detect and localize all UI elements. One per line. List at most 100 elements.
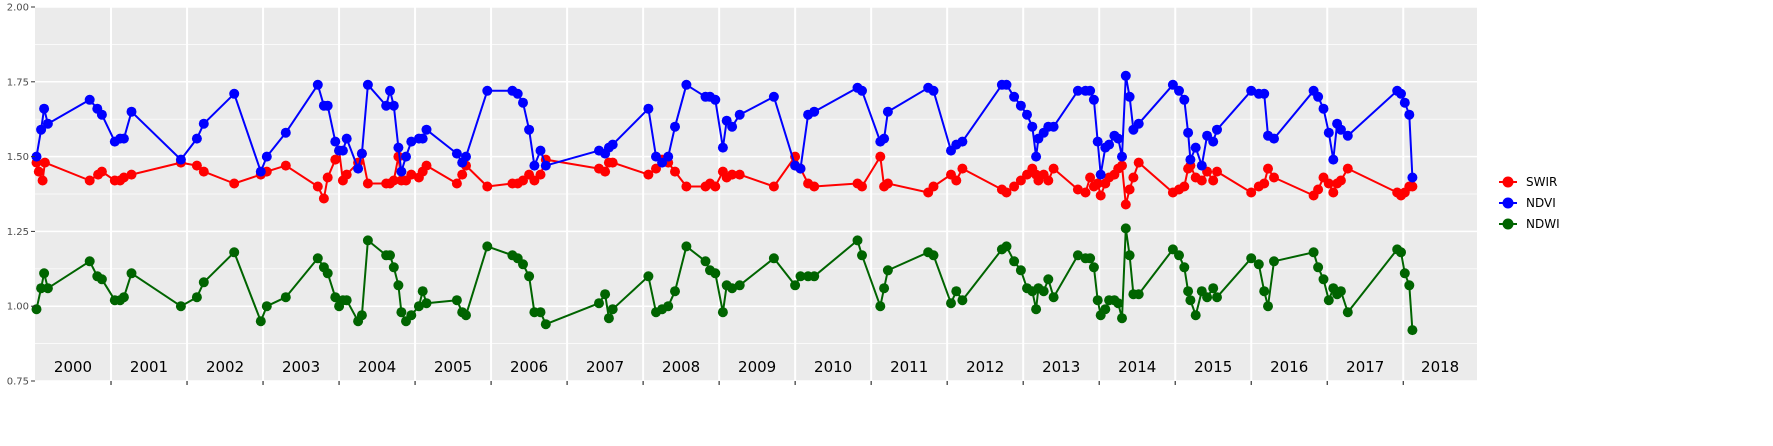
data-point-ndvi <box>529 160 540 171</box>
data-point-swir <box>1208 175 1219 186</box>
data-point-ndwi <box>1185 295 1196 306</box>
data-point-swir <box>451 178 462 189</box>
data-point-swir <box>1048 163 1059 174</box>
data-point-ndvi <box>96 109 107 120</box>
data-point-ndwi <box>356 310 367 321</box>
data-point-ndvi <box>1009 91 1020 102</box>
data-point-ndvi <box>1342 130 1353 141</box>
data-point-ndvi <box>1246 85 1257 96</box>
data-point-swir <box>1323 178 1334 189</box>
data-point-swir <box>1124 184 1135 195</box>
data-point-ndwi <box>1043 274 1054 285</box>
data-point-ndvi <box>524 124 535 135</box>
year-label: 2002 <box>206 358 244 376</box>
year-label: 2009 <box>738 358 776 376</box>
data-point-swir <box>670 166 680 177</box>
data-point-ndvi <box>1015 100 1026 111</box>
data-point-ndvi <box>261 151 272 162</box>
data-point-ndvi <box>1113 133 1124 144</box>
data-point-ndwi <box>1404 280 1415 291</box>
data-point-swir <box>1120 199 1131 210</box>
data-point-ndwi <box>1183 286 1194 297</box>
year-label: 2001 <box>130 358 168 376</box>
year-label: 2007 <box>586 358 624 376</box>
data-point-ndvi <box>461 151 471 162</box>
data-point-ndvi <box>42 118 53 129</box>
data-point-ndwi <box>1001 241 1012 252</box>
year-label: 2014 <box>1118 358 1156 376</box>
data-point-ndwi <box>1038 286 1049 297</box>
data-point-ndwi <box>175 301 186 312</box>
data-point-ndwi <box>461 310 471 321</box>
data-point-ndvi <box>381 100 392 111</box>
data-point-swir <box>951 175 962 186</box>
data-point-ndvi <box>482 85 493 96</box>
data-point-ndvi <box>1088 94 1099 105</box>
data-point-ndvi <box>1174 85 1184 96</box>
data-point-ndwi <box>951 286 962 297</box>
data-point-ndwi <box>795 271 806 282</box>
data-point-ndwi <box>280 292 291 303</box>
data-point-ndvi <box>879 133 890 144</box>
data-point-ndwi <box>1253 259 1264 270</box>
legend-label: NDVI <box>1526 196 1556 210</box>
data-point-swir <box>312 181 323 192</box>
data-point-ndwi <box>1313 262 1324 273</box>
data-point-ndwi <box>1174 250 1184 261</box>
data-point-ndvi <box>31 151 42 162</box>
data-point-swir <box>1196 175 1207 186</box>
data-point-ndvi <box>518 97 528 108</box>
data-point-ndwi <box>413 301 424 312</box>
data-point-ndwi <box>198 277 209 288</box>
data-point-ndvi <box>1183 127 1194 138</box>
series-ndwi <box>31 223 1418 336</box>
data-point-ndvi <box>1072 85 1083 96</box>
data-point-ndwi <box>1335 286 1346 297</box>
y-tick-label: 1.25 <box>7 227 29 238</box>
year-label: 2010 <box>814 358 852 376</box>
data-point-ndwi <box>1399 268 1410 279</box>
data-point-ndvi <box>1212 124 1222 135</box>
data-point-ndwi <box>946 298 956 309</box>
data-point-ndvi <box>1318 103 1329 114</box>
data-point-ndwi <box>1100 304 1111 315</box>
y-axis: 0.75 1.00 1.25 1.50 1.75 2.00 <box>7 3 35 388</box>
data-point-ndwi <box>1113 298 1124 309</box>
data-point-swir <box>318 193 329 204</box>
data-point-ndwi <box>1246 253 1257 264</box>
data-point-ndwi <box>396 307 407 318</box>
data-point-ndvi <box>126 106 137 117</box>
data-point-ndwi <box>535 307 546 318</box>
data-point-swir <box>330 154 341 165</box>
data-point-swir <box>1342 163 1353 174</box>
data-point-ndwi <box>600 289 611 300</box>
data-point-swir <box>535 169 546 180</box>
data-point-ndwi <box>1407 325 1418 336</box>
data-point-ndvi <box>1335 124 1346 135</box>
y-tick-label: 1.00 <box>7 302 29 313</box>
legend: SWIR NDVI NDWI <box>1499 175 1560 231</box>
data-point-ndwi <box>1120 223 1131 234</box>
data-point-swir <box>118 172 129 183</box>
year-label: 2015 <box>1194 358 1232 376</box>
data-point-ndwi <box>388 262 399 273</box>
data-point-ndvi <box>36 124 47 135</box>
data-point-swir <box>33 166 44 177</box>
y-tick-label: 1.50 <box>7 152 29 163</box>
data-point-swir <box>1043 175 1054 186</box>
y-tick-label: 0.75 <box>7 377 29 388</box>
data-point-ndvi <box>255 166 266 177</box>
data-point-ndwi <box>362 235 373 246</box>
data-point-ndvi <box>356 148 367 159</box>
data-point-swir <box>322 172 333 183</box>
data-point-ndvi <box>928 85 939 96</box>
data-point-swir <box>84 175 95 186</box>
data-point-swir <box>1080 187 1091 198</box>
data-point-ndvi <box>1396 88 1406 99</box>
data-point-swir <box>727 169 738 180</box>
data-point-ndvi <box>1085 85 1096 96</box>
data-point-ndvi <box>1269 133 1279 144</box>
data-point-ndwi <box>312 253 323 264</box>
data-point-swir <box>1246 187 1257 198</box>
data-point-ndvi <box>717 142 728 153</box>
